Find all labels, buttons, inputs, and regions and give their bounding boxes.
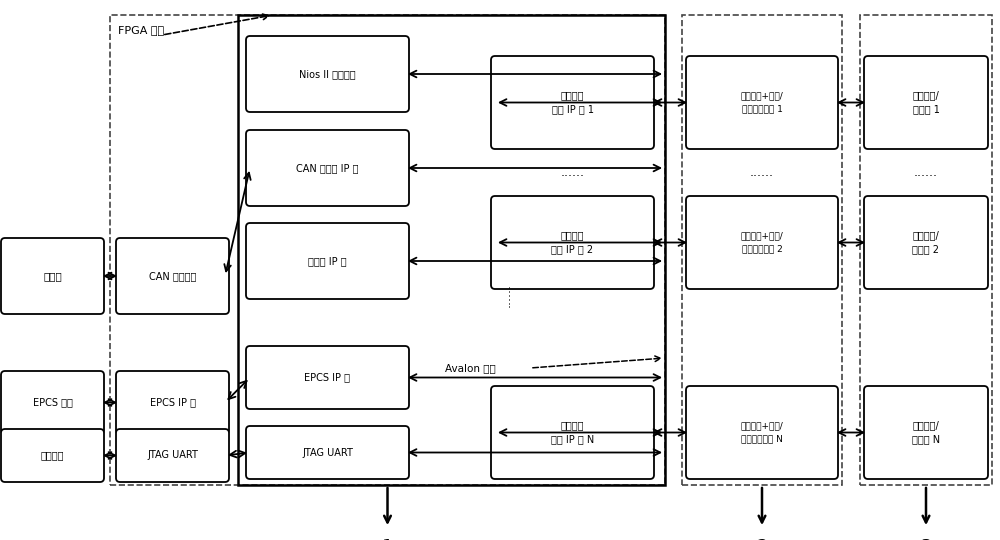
Text: 步进电机/
编码器 N: 步进电机/ 编码器 N [912, 421, 940, 444]
Bar [110, 15, 665, 485]
FancyBboxPatch shape [1, 238, 104, 314]
FancyBboxPatch shape [864, 56, 988, 149]
Text: 3: 3 [920, 538, 932, 540]
Text: EPCS 器件: EPCS 器件 [33, 397, 72, 408]
Text: ......: ...... [560, 166, 584, 179]
Text: 步进电机/
编码器 1: 步进电机/ 编码器 1 [913, 91, 939, 114]
FancyBboxPatch shape [491, 196, 654, 289]
FancyBboxPatch shape [116, 429, 229, 482]
FancyBboxPatch shape [1, 371, 104, 434]
Text: 步进电机
控制 IP 核 2: 步进电机 控制 IP 核 2 [551, 231, 594, 254]
Bar [682, 15, 842, 485]
FancyBboxPatch shape [246, 426, 409, 479]
Text: 定时器 IP 核: 定时器 IP 核 [308, 256, 347, 266]
FancyBboxPatch shape [686, 386, 838, 479]
Text: FPGA 芯片: FPGA 芯片 [118, 25, 164, 35]
Text: 步进电机
控制 IP 核 1: 步进电机 控制 IP 核 1 [552, 91, 594, 114]
Text: 上位机: 上位机 [43, 271, 62, 281]
FancyBboxPatch shape [864, 386, 988, 479]
FancyBboxPatch shape [246, 36, 409, 112]
Text: 2: 2 [756, 538, 768, 540]
Text: 步进电机/
编码器 2: 步进电机/ 编码器 2 [912, 231, 940, 254]
Text: 功率驱动+位置/
电流采集电路 2: 功率驱动+位置/ 电流采集电路 2 [741, 232, 783, 253]
FancyBboxPatch shape [686, 196, 838, 289]
FancyBboxPatch shape [116, 371, 229, 434]
Text: EPCS IP 核: EPCS IP 核 [304, 373, 351, 382]
Text: EPCS IP 核: EPCS IP 核 [150, 397, 196, 408]
Text: CAN 通信接口: CAN 通信接口 [149, 271, 196, 281]
Text: 步进电机
控制 IP 核 N: 步进电机 控制 IP 核 N [551, 421, 594, 444]
Text: 1: 1 [382, 538, 393, 540]
Bar [860, 15, 992, 485]
Text: Nios II 微处理器: Nios II 微处理器 [299, 69, 356, 79]
FancyBboxPatch shape [246, 130, 409, 206]
FancyBboxPatch shape [864, 196, 988, 289]
Text: JTAG UART: JTAG UART [147, 450, 198, 461]
FancyBboxPatch shape [491, 56, 654, 149]
Text: 功率驱动+位置/
电流采集电路 N: 功率驱动+位置/ 电流采集电路 N [741, 422, 783, 443]
FancyBboxPatch shape [1, 429, 104, 482]
Text: ......: ...... [914, 166, 938, 179]
Text: 功率驱动+位置/
电流采集电路 1: 功率驱动+位置/ 电流采集电路 1 [741, 92, 783, 113]
FancyBboxPatch shape [246, 223, 409, 299]
Text: 调试接口: 调试接口 [41, 450, 64, 461]
Text: ......: ...... [500, 283, 513, 307]
Bar [238, 15, 665, 485]
FancyBboxPatch shape [246, 346, 409, 409]
Text: JTAG UART: JTAG UART [302, 448, 353, 457]
Text: ......: ...... [750, 166, 774, 179]
FancyBboxPatch shape [491, 386, 654, 479]
Text: CAN 控制器 IP 核: CAN 控制器 IP 核 [296, 163, 359, 173]
FancyBboxPatch shape [116, 238, 229, 314]
Text: Avalon 总线: Avalon 总线 [445, 363, 496, 373]
FancyBboxPatch shape [686, 56, 838, 149]
